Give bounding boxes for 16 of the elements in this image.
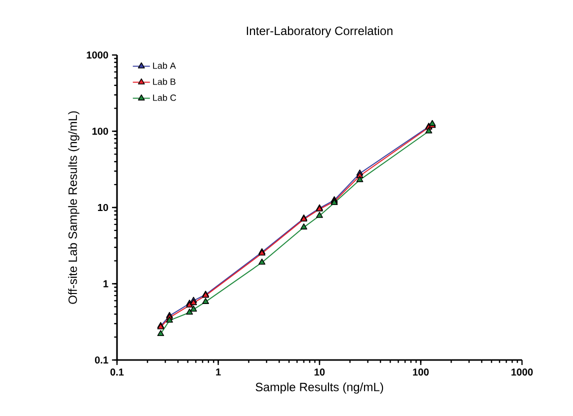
y-axis-title: Off-site Lab Sample Results (ng/mL) (68, 111, 80, 304)
x-tick-label: 1 (216, 368, 221, 376)
legend-label: Lab A (153, 62, 176, 69)
legend-label: Lab C (153, 94, 176, 101)
x-tick-label: 10 (314, 368, 325, 376)
legend-label: Lab B (153, 78, 176, 85)
x-tick-label: 1000 (512, 368, 533, 376)
y-tick-label: 100 (92, 128, 108, 135)
y-tick-label: 1000 (86, 51, 108, 59)
x-axis-title: Sample Results (ng/mL) (256, 382, 384, 394)
y-tick-label: 1 (104, 280, 108, 288)
y-tick-label: 10 (98, 204, 108, 212)
x-tick-label: 0.1 (110, 368, 124, 376)
chart-title: Inter-Laboratory Correlation (246, 26, 392, 38)
y-tick-label: 0.1 (94, 356, 108, 364)
x-tick-label: 100 (413, 368, 429, 376)
